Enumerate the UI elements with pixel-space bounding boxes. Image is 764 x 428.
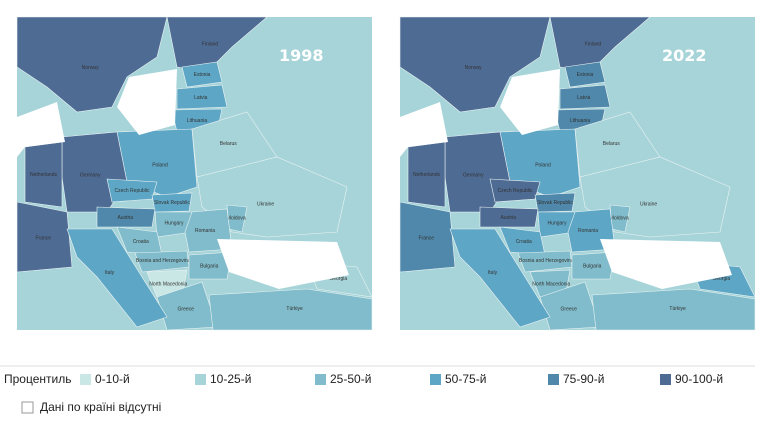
- country-label: Finland: [202, 41, 219, 47]
- country: [208, 288, 373, 331]
- country: [549, 16, 651, 73]
- map-panel: Norway Finland Estonia Latvia Lithuania Polan…: [399, 16, 756, 331]
- legend-label: 0-10-й: [95, 372, 130, 386]
- country: [534, 192, 576, 213]
- legend-label: 50-75-й: [445, 372, 486, 386]
- sea: [217, 239, 349, 289]
- country-label: Germany: [80, 173, 101, 179]
- country-label: Ukraine: [257, 201, 274, 207]
- map-year: 2022: [662, 46, 707, 65]
- country: [16, 201, 73, 273]
- country: [96, 206, 156, 228]
- country: [479, 206, 539, 228]
- sea: [17, 102, 65, 157]
- country-label: Poland: [152, 163, 168, 169]
- sea: [400, 102, 448, 157]
- country-label: Estonia: [577, 72, 594, 78]
- country-label: Türkiye: [286, 306, 303, 312]
- legend-label: 25-50-й: [330, 372, 371, 386]
- country: [571, 251, 616, 280]
- country: [66, 228, 168, 328]
- country-label: Estonia: [194, 72, 211, 78]
- country-label: Lithuania: [570, 118, 591, 124]
- country-label: Netherlands: [413, 172, 440, 178]
- country: [176, 84, 228, 110]
- country-label: Romania: [578, 228, 598, 234]
- legend-swatch: [195, 374, 206, 385]
- country-label: Moldova: [610, 216, 629, 222]
- country: [16, 16, 168, 113]
- country-label: Ukraine: [640, 201, 657, 207]
- country-label: Lithuania: [187, 118, 208, 124]
- country-label: Norway: [82, 65, 99, 71]
- country: [489, 178, 541, 203]
- country: [188, 251, 233, 280]
- legend-title: Процентиль: [4, 372, 71, 386]
- country-label: Moldova: [227, 216, 246, 222]
- country-label: Italy: [105, 270, 115, 276]
- country-label: Slovak Republic: [154, 200, 190, 206]
- legend-swatch: [548, 374, 559, 385]
- legend-label: 10-25-й: [210, 372, 251, 386]
- legend-swatch: [80, 374, 91, 385]
- country-label: Hungary: [548, 221, 567, 227]
- country: [181, 61, 223, 88]
- country-label: Bulgaria: [200, 264, 219, 270]
- country-label: Romania: [195, 228, 215, 234]
- legend-missing: Дані по країні відсутні: [40, 400, 161, 414]
- country-label: Bosnia and Herzegovina: [519, 258, 574, 264]
- country-label: Greece: [561, 306, 578, 312]
- country-label: Austria: [500, 215, 516, 221]
- country-label: France: [35, 236, 51, 242]
- country-label: Belarus: [603, 141, 620, 147]
- country: [399, 201, 456, 273]
- country: [564, 61, 606, 88]
- country-label: Poland: [535, 163, 551, 169]
- country-label: Hungary: [165, 221, 184, 227]
- country-label: Slovak Republic: [537, 200, 573, 206]
- country-label: Germany: [463, 173, 484, 179]
- country-label: Georgia: [712, 276, 730, 282]
- country-label: Georgia: [329, 276, 347, 282]
- country-label: Czech Republic: [497, 188, 533, 194]
- country: [591, 288, 756, 331]
- country-label: Czech Republic: [114, 188, 150, 194]
- country-label: Norway: [465, 65, 482, 71]
- legend-swatch: [660, 374, 671, 385]
- country-label: North Macedonia: [149, 281, 187, 287]
- map-year: 1998: [279, 46, 324, 65]
- sea: [117, 69, 177, 135]
- country: [151, 192, 193, 213]
- sea: [500, 69, 560, 135]
- country-label: Austria: [117, 215, 133, 221]
- sea: [600, 239, 732, 289]
- country-label: Greece: [178, 306, 195, 312]
- country-label: Belarus: [220, 141, 237, 147]
- country-label: Türkiye: [669, 306, 686, 312]
- country-label: Finland: [585, 41, 602, 47]
- country: [166, 16, 268, 73]
- legend-swatch: [430, 374, 441, 385]
- missing-swatch: [21, 401, 34, 414]
- country-label: Latvia: [577, 95, 591, 101]
- country-label: France: [418, 236, 434, 242]
- country: [559, 84, 611, 110]
- country-label: Croatia: [516, 239, 532, 245]
- country-label: Italy: [488, 270, 498, 276]
- country-label: Netherlands: [30, 172, 57, 178]
- country-label: Bosnia and Herzegovina: [136, 258, 191, 264]
- country-label: Latvia: [194, 95, 208, 101]
- country-label: Croatia: [133, 239, 149, 245]
- country-label: North Macedonia: [532, 281, 570, 287]
- country-label: Bulgaria: [583, 264, 602, 270]
- legend-label: 75-90-й: [563, 372, 604, 386]
- country: [106, 178, 158, 203]
- legend-swatch: [315, 374, 326, 385]
- country: [449, 228, 551, 328]
- map-panel: Norway Finland Estonia Latvia Lithuania Polan…: [16, 16, 373, 331]
- legend-label: 90-100-й: [675, 372, 723, 386]
- country: [399, 16, 551, 113]
